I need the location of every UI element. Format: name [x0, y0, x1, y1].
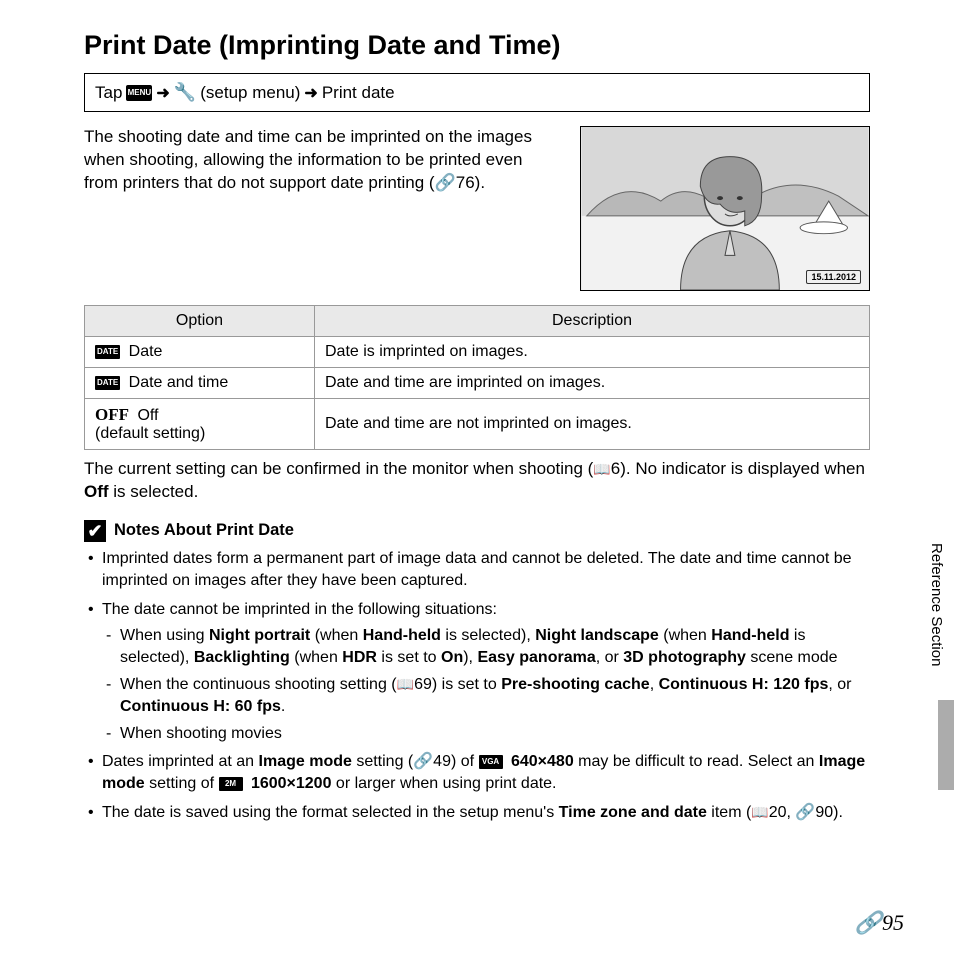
- option-label: Off: [133, 407, 159, 424]
- table-row: DATE Date and time Date and time are imp…: [85, 368, 870, 399]
- vga-icon: VGA: [479, 755, 503, 769]
- option-label: Date: [124, 343, 162, 360]
- sample-photo-illustration: 15.11.2012: [580, 126, 870, 291]
- page-title: Print Date (Imprinting Date and Time): [84, 30, 870, 61]
- nav-print-date: Print date: [322, 83, 395, 103]
- ref-icon: 🔗: [413, 753, 433, 770]
- option-desc: Date and time are not imprinted on image…: [315, 399, 870, 450]
- option-sublabel: (default setting): [95, 425, 205, 442]
- ref-icon: 🔗: [795, 804, 815, 821]
- ref-icon: 🔗: [435, 173, 456, 192]
- check-icon: ✔: [84, 520, 106, 542]
- text: is selected.: [109, 482, 199, 501]
- book-icon: 📖: [593, 460, 610, 479]
- note-sub: When using Night portrait (when Hand-hel…: [120, 625, 870, 670]
- section-side-label: Reference Section: [928, 520, 945, 680]
- nav-setup-menu: (setup menu): [200, 83, 300, 103]
- table-row: OFF Off(default setting) Date and time a…: [85, 399, 870, 450]
- table-row: DATE Date Date is imprinted on images.: [85, 337, 870, 368]
- options-table: Option Description DATE Date Date is imp…: [84, 305, 870, 450]
- col-option: Option: [85, 306, 315, 337]
- note-sub: When the continuous shooting setting (📖6…: [120, 674, 870, 719]
- page-number: 🔗95: [855, 910, 904, 936]
- intro-text: The shooting date and time can be imprin…: [84, 126, 560, 291]
- side-tab-marker: [938, 700, 954, 790]
- book-icon: 📖: [751, 803, 768, 823]
- ref-icon: 🔗: [855, 910, 882, 935]
- notes-list: Imprinted dates form a permanent part of…: [84, 548, 870, 824]
- text: The current setting can be confirmed in …: [84, 459, 593, 478]
- notes-header: Notes About Print Date: [114, 521, 294, 540]
- breadcrumb-nav: Tap MENU ➜ 🔧 (setup menu) ➜ Print date: [84, 73, 870, 112]
- text: 6). No indicator is displayed when: [611, 459, 865, 478]
- wrench-icon: 🔧: [174, 82, 196, 103]
- note-sub: When shooting movies: [120, 723, 870, 745]
- date-icon: DATE: [95, 345, 120, 359]
- note-bullet: The date is saved using the format selec…: [102, 802, 870, 824]
- below-table-text: The current setting can be confirmed in …: [84, 458, 870, 504]
- off-icon: OFF: [95, 405, 129, 425]
- arrow-icon: ➜: [304, 83, 317, 103]
- option-desc: Date and time are imprinted on images.: [315, 368, 870, 399]
- note-bullet: Dates imprinted at an Image mode setting…: [102, 751, 870, 796]
- menu-icon: MENU: [126, 85, 152, 101]
- 2m-icon: 2M: [219, 777, 243, 791]
- note-bullet: The date cannot be imprinted in the foll…: [102, 599, 870, 745]
- text-bold: Off: [84, 482, 109, 501]
- arrow-icon: ➜: [156, 83, 169, 103]
- datetime-icon: DATE: [95, 376, 120, 390]
- book-icon: 📖: [397, 675, 414, 695]
- nav-tap: Tap: [95, 83, 122, 103]
- intro-ref-num: 76).: [456, 173, 485, 192]
- text: The date cannot be imprinted in the foll…: [102, 601, 497, 618]
- option-label: Date and time: [124, 374, 228, 391]
- imprinted-date-stamp: 15.11.2012: [806, 270, 861, 284]
- option-desc: Date is imprinted on images.: [315, 337, 870, 368]
- col-description: Description: [315, 306, 870, 337]
- note-bullet: Imprinted dates form a permanent part of…: [102, 548, 870, 593]
